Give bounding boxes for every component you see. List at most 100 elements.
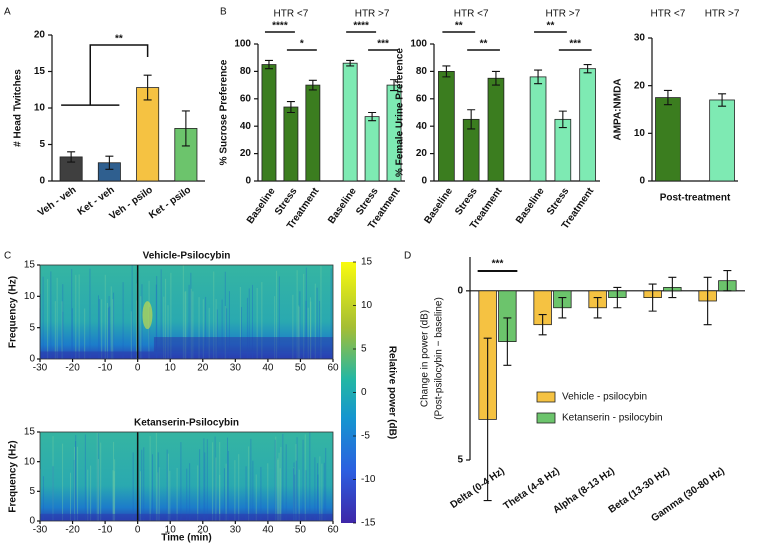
colorbar-tick-label: 10: [361, 300, 373, 311]
x-tick-label: Ket - psilo: [147, 185, 193, 222]
y-axis-label: % Female Urine Preference: [395, 48, 406, 177]
bar: [364, 116, 380, 182]
bar: [305, 84, 321, 182]
legend-label: Vehicle - psilocybin: [562, 392, 647, 403]
y-axis-label: Frequency (Hz): [8, 276, 19, 348]
error-bar: [467, 109, 476, 130]
x-tick-label: Veh - veh: [36, 185, 78, 219]
y-axis-label: Frequency (Hz): [8, 440, 19, 512]
panel-title: Ketanserin-Psilocybin: [134, 418, 239, 429]
colorbar-tick-label: -5: [361, 431, 370, 442]
x-tick-label: 60: [327, 363, 339, 374]
error-bar: [668, 276, 677, 299]
y-axis-label: AMPA:NMDA: [613, 78, 624, 140]
x-tick-label: 30: [230, 363, 242, 374]
error-bar: [143, 74, 152, 101]
y-tick-label: 80: [416, 66, 428, 77]
spectrogram: [40, 432, 333, 521]
y-tick-label: 15: [24, 260, 36, 271]
legend-swatch: [536, 412, 556, 424]
y-tick-label: 5: [29, 486, 35, 497]
error-bar: [648, 283, 657, 312]
colorbar-tick-label: -10: [361, 474, 376, 485]
y-tick-label: 30: [634, 33, 646, 44]
x-tick-label: Baseline: [422, 186, 455, 226]
y-tick-label: 0: [29, 354, 35, 365]
bar: [438, 71, 455, 182]
panel-title: Vehicle-Psilocybin: [143, 251, 231, 262]
panel-letter: D: [404, 251, 411, 262]
x-tick-label: Baseline: [514, 186, 547, 226]
error-bar: [583, 64, 592, 74]
bar: [554, 118, 572, 182]
bar: [283, 106, 299, 182]
x-tick-label: 0: [135, 525, 141, 536]
y-tick-label: 10: [24, 291, 36, 302]
y-tick-label: 10: [34, 103, 46, 114]
bar: [709, 99, 735, 182]
plot-frame: [39, 431, 334, 522]
y-tick-label: 0: [421, 176, 427, 187]
y-tick-label: 10: [24, 456, 36, 467]
spectrogram-low-band: [40, 513, 333, 521]
significance-label: **: [547, 21, 555, 32]
bar: [579, 68, 596, 182]
group-header: HTR <7: [454, 9, 489, 20]
bar: [487, 77, 505, 182]
y-axis-label: % Sucrose Preference: [219, 59, 230, 165]
significance-label: *: [300, 39, 304, 50]
y-tick-label: 20: [34, 30, 46, 41]
x-tick-label: 40: [262, 525, 274, 536]
error-bar: [723, 269, 732, 292]
group-header: HTR <7: [274, 9, 309, 20]
x-tick-label: 20: [197, 525, 209, 536]
y-tick-label: 0: [245, 176, 251, 187]
error-bar: [718, 93, 727, 107]
x-tick-label: 40: [262, 363, 274, 374]
x-axis-label: Post-treatment: [660, 193, 731, 204]
error-bar: [390, 79, 399, 92]
legend-swatch: [536, 391, 556, 403]
bar: [655, 97, 681, 182]
plot-frame: [39, 264, 334, 360]
error-bar: [613, 286, 622, 309]
x-tick-label: 10: [165, 363, 177, 374]
y-tick-label: 0: [39, 176, 45, 187]
y-tick-label: 5: [29, 322, 35, 333]
y-tick-label: 5: [457, 455, 463, 466]
error-bar: [491, 70, 500, 86]
y-tick-label: 20: [416, 148, 428, 159]
significance-label: ****: [272, 21, 288, 32]
error-bar: [703, 276, 712, 326]
panel-letter: C: [4, 251, 11, 262]
error-bar: [346, 59, 355, 67]
colorbar-tick-label: 5: [361, 344, 367, 355]
error-bar: [368, 111, 377, 122]
colorbar-tick-label: 15: [361, 257, 373, 268]
x-tick-label: Baseline: [326, 186, 359, 226]
x-tick-label: -20: [65, 363, 80, 374]
colorbar-label: Relative power (dB): [386, 346, 397, 439]
group-header: HTR >7: [355, 9, 390, 20]
x-tick-label: 50: [295, 363, 307, 374]
x-tick-label: -30: [33, 525, 48, 536]
x-tick-label: 0: [135, 363, 141, 374]
error-bar: [663, 89, 672, 106]
y-axis-label: # Head Twitches: [13, 69, 24, 147]
error-bar: [181, 110, 190, 147]
significance-label: ****: [353, 21, 369, 32]
significance-label: **: [480, 39, 488, 50]
group-header: HTR >7: [545, 9, 580, 20]
y-tick-label: 40: [240, 121, 252, 132]
y-tick-label: 10: [634, 128, 646, 139]
y-axis-label: Change in power (dB): [420, 310, 431, 407]
x-axis-label: Time (min): [161, 533, 211, 544]
y-tick-label: 20: [634, 80, 646, 91]
group-header: HTR <7: [651, 9, 686, 20]
x-tick-label: -30: [33, 363, 48, 374]
x-tick-label: 60: [327, 525, 339, 536]
error-bar: [308, 79, 317, 91]
x-tick-label: Delta (0-4 Hz): [449, 466, 507, 511]
y-tick-label: 40: [416, 121, 428, 132]
significance-label: ***: [377, 39, 389, 50]
